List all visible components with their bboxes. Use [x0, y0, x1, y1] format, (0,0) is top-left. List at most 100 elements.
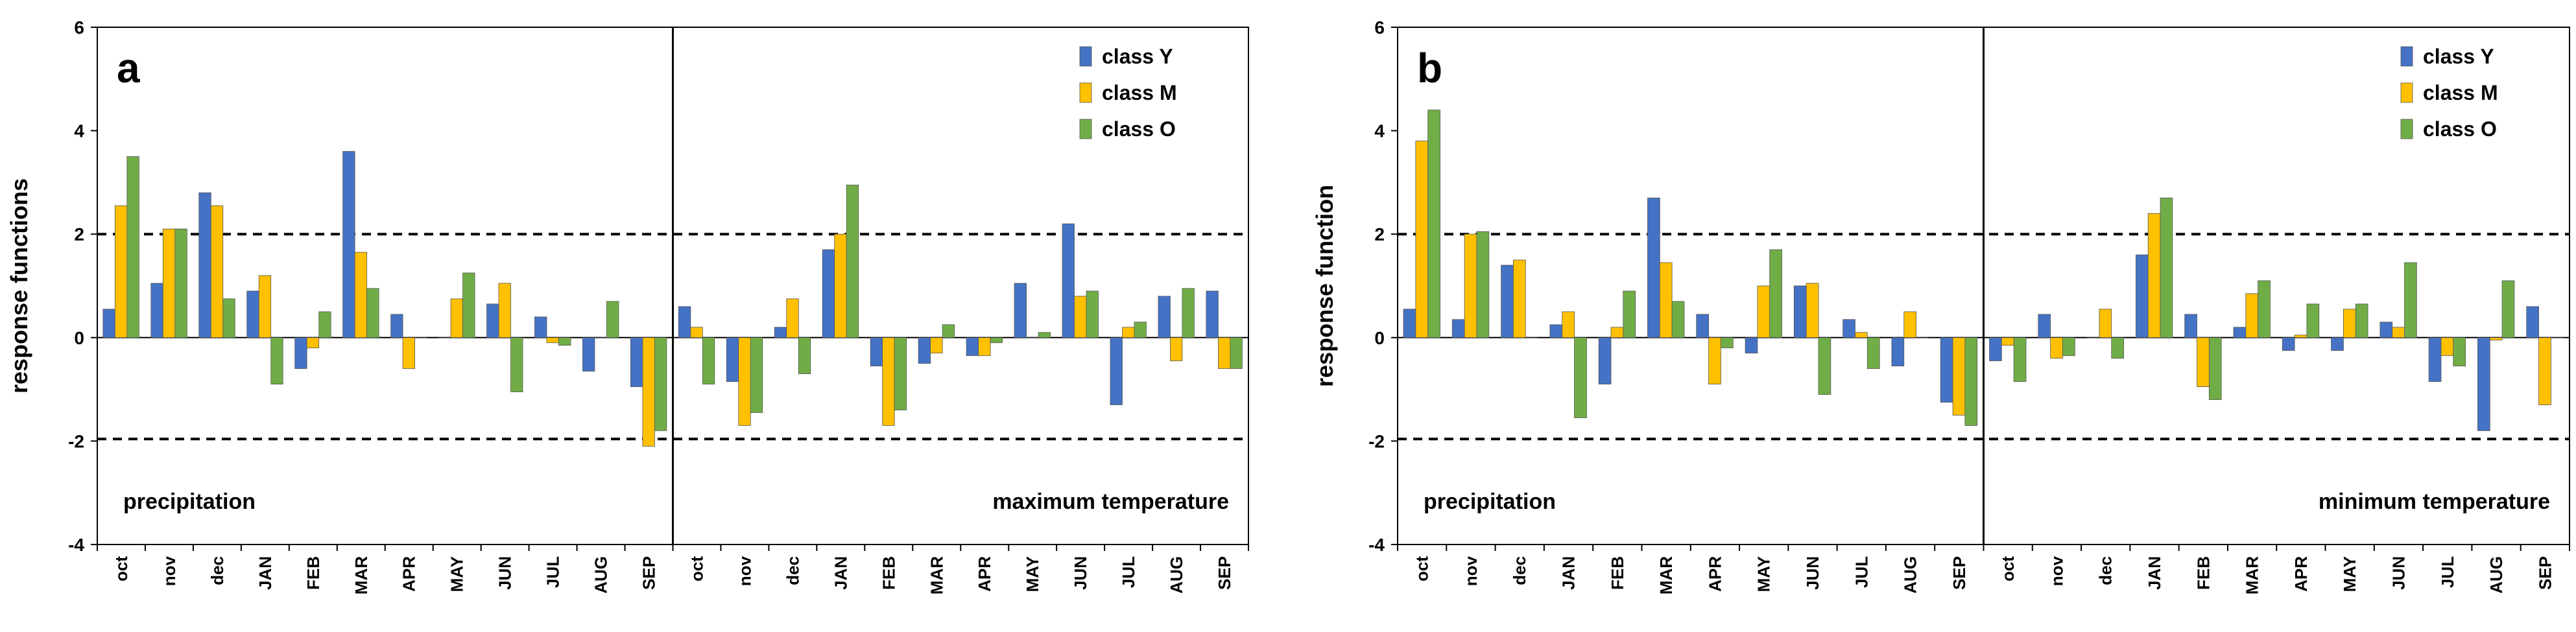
bar-Y-JUN [486, 303, 499, 338]
x-tick-label: JUL [543, 556, 563, 588]
x-tick-label: JAN [1559, 556, 1579, 590]
bar-O-FEB [318, 311, 331, 338]
bar-M-AUG [1903, 311, 1916, 338]
bar-O-nov [2062, 337, 2075, 357]
bar-O-nov [1476, 231, 1490, 338]
bar-O-APR [2306, 303, 2320, 338]
bar-M-APR [2294, 334, 2308, 338]
x-tick-label: MAY [1754, 556, 1774, 592]
bar-Y-JUN [1062, 223, 1075, 338]
bar-O-JUN [2404, 262, 2417, 338]
bar-M-FEB [1610, 327, 1624, 338]
bar-M-AUG [2489, 337, 2503, 341]
bar-Y-SEP [1206, 290, 1219, 338]
bar-O-AUG [2501, 280, 2515, 338]
bar-Y-MAY [1745, 337, 1758, 354]
y-tick-label: -4 [68, 535, 84, 555]
bar-M-dec [786, 298, 799, 338]
bar-M-oct [1415, 141, 1429, 338]
bar-O-MAY [462, 272, 475, 338]
x-tick-label: JUN [2389, 556, 2408, 590]
x-tick-label: SEP [639, 556, 659, 590]
x-tick-label: dec [2096, 556, 2116, 585]
bar-O-SEP [654, 337, 667, 431]
bar-O-FEB [894, 337, 907, 410]
bar-M-JUN [498, 283, 511, 338]
bar-M-SEP [1952, 337, 1966, 415]
bar-O-AUG [1182, 288, 1195, 338]
bar-O-dec [798, 337, 811, 375]
bar-Y-oct [1989, 337, 2002, 362]
bar-M-JUL [1122, 327, 1135, 338]
x-tick-label: JAN [831, 556, 850, 590]
bar-M-dec [1513, 259, 1526, 338]
bar-O-SEP [1230, 337, 1243, 369]
y-tick-label: 2 [74, 224, 84, 244]
bar-O-MAY [1038, 332, 1051, 338]
x-tick-label: AUG [2487, 556, 2506, 594]
bar-Y-FEB [1598, 337, 1612, 385]
bar-Y-MAR [342, 151, 355, 338]
bar-M-APR [1708, 337, 1721, 385]
bar-Y-MAR [2233, 327, 2247, 338]
bar-O-JUN [1086, 290, 1099, 338]
x-tick-label: dec [783, 556, 802, 585]
x-tick-label: APR [975, 556, 994, 592]
bar-M-MAR [2245, 293, 2259, 338]
bar-O-FEB [2208, 337, 2222, 400]
bar-M-MAY [450, 298, 463, 338]
legend-swatch-O [2400, 119, 2413, 139]
x-tick-label: APR [1705, 556, 1724, 592]
legend-swatch-O [1079, 119, 1092, 139]
bar-M-SEP [2538, 337, 2551, 405]
bar-Y-AUG [1158, 296, 1171, 338]
x-tick-label: FEB [2193, 556, 2213, 590]
bar-Y-JUL [1843, 319, 1855, 338]
bar-Y-dec [774, 327, 787, 338]
y-tick-label: -2 [1368, 431, 1385, 451]
bar-M-AUG [1170, 337, 1183, 362]
x-tick-label: oct [1413, 556, 1432, 581]
bar-O-JAN [846, 184, 859, 338]
bar-M-FEB [306, 337, 320, 349]
bar-Y-AUG [582, 337, 595, 372]
legend-label-O: class O [1102, 117, 1176, 141]
bar-O-oct [2013, 337, 2027, 382]
x-tick-label: nov [2047, 556, 2066, 586]
x-tick-label: MAY [447, 556, 467, 592]
bar-O-JAN [2160, 197, 2173, 338]
bar-Y-SEP [2526, 306, 2539, 338]
x-tick-label: oct [1998, 556, 2018, 581]
legend-label-M: class M [2423, 81, 2498, 104]
bar-M-MAR [930, 337, 943, 354]
x-tick-label: MAY [2340, 556, 2359, 592]
bar-O-dec [222, 298, 235, 338]
x-tick-label: SEP [1215, 556, 1234, 590]
bar-Y-nov [1451, 319, 1465, 338]
x-tick-label: JUN [495, 556, 515, 590]
x-tick-label: nov [735, 556, 754, 586]
x-tick-label: JAN [2145, 556, 2164, 590]
bar-Y-MAY [1014, 283, 1027, 338]
bar-O-JAN [1574, 337, 1587, 418]
bar-M-APR [978, 337, 991, 357]
x-tick-label: MAR [1656, 556, 1676, 594]
bar-Y-MAY [2331, 337, 2344, 351]
bar-Y-nov [726, 337, 739, 382]
bar-M-JUN [1806, 283, 1819, 338]
x-tick-label: FEB [879, 556, 898, 590]
section-label-precipitation: precipitation [123, 489, 256, 514]
bar-Y-JAN [822, 249, 835, 338]
bar-M-oct [690, 327, 703, 338]
x-tick-label: FEB [304, 556, 323, 590]
bar-M-JUN [1074, 296, 1087, 338]
x-tick-label: JUL [2438, 556, 2457, 588]
bar-O-oct [1427, 110, 1440, 338]
bar-O-MAR [942, 324, 955, 338]
x-tick-label: AUG [1167, 556, 1186, 594]
bar-O-JUL [558, 337, 571, 346]
bar-O-MAY [1769, 249, 1782, 338]
section-label-temperature: minimum temperature [2319, 489, 2550, 514]
bar-O-oct [126, 156, 139, 338]
bar-Y-AUG [2477, 337, 2490, 431]
